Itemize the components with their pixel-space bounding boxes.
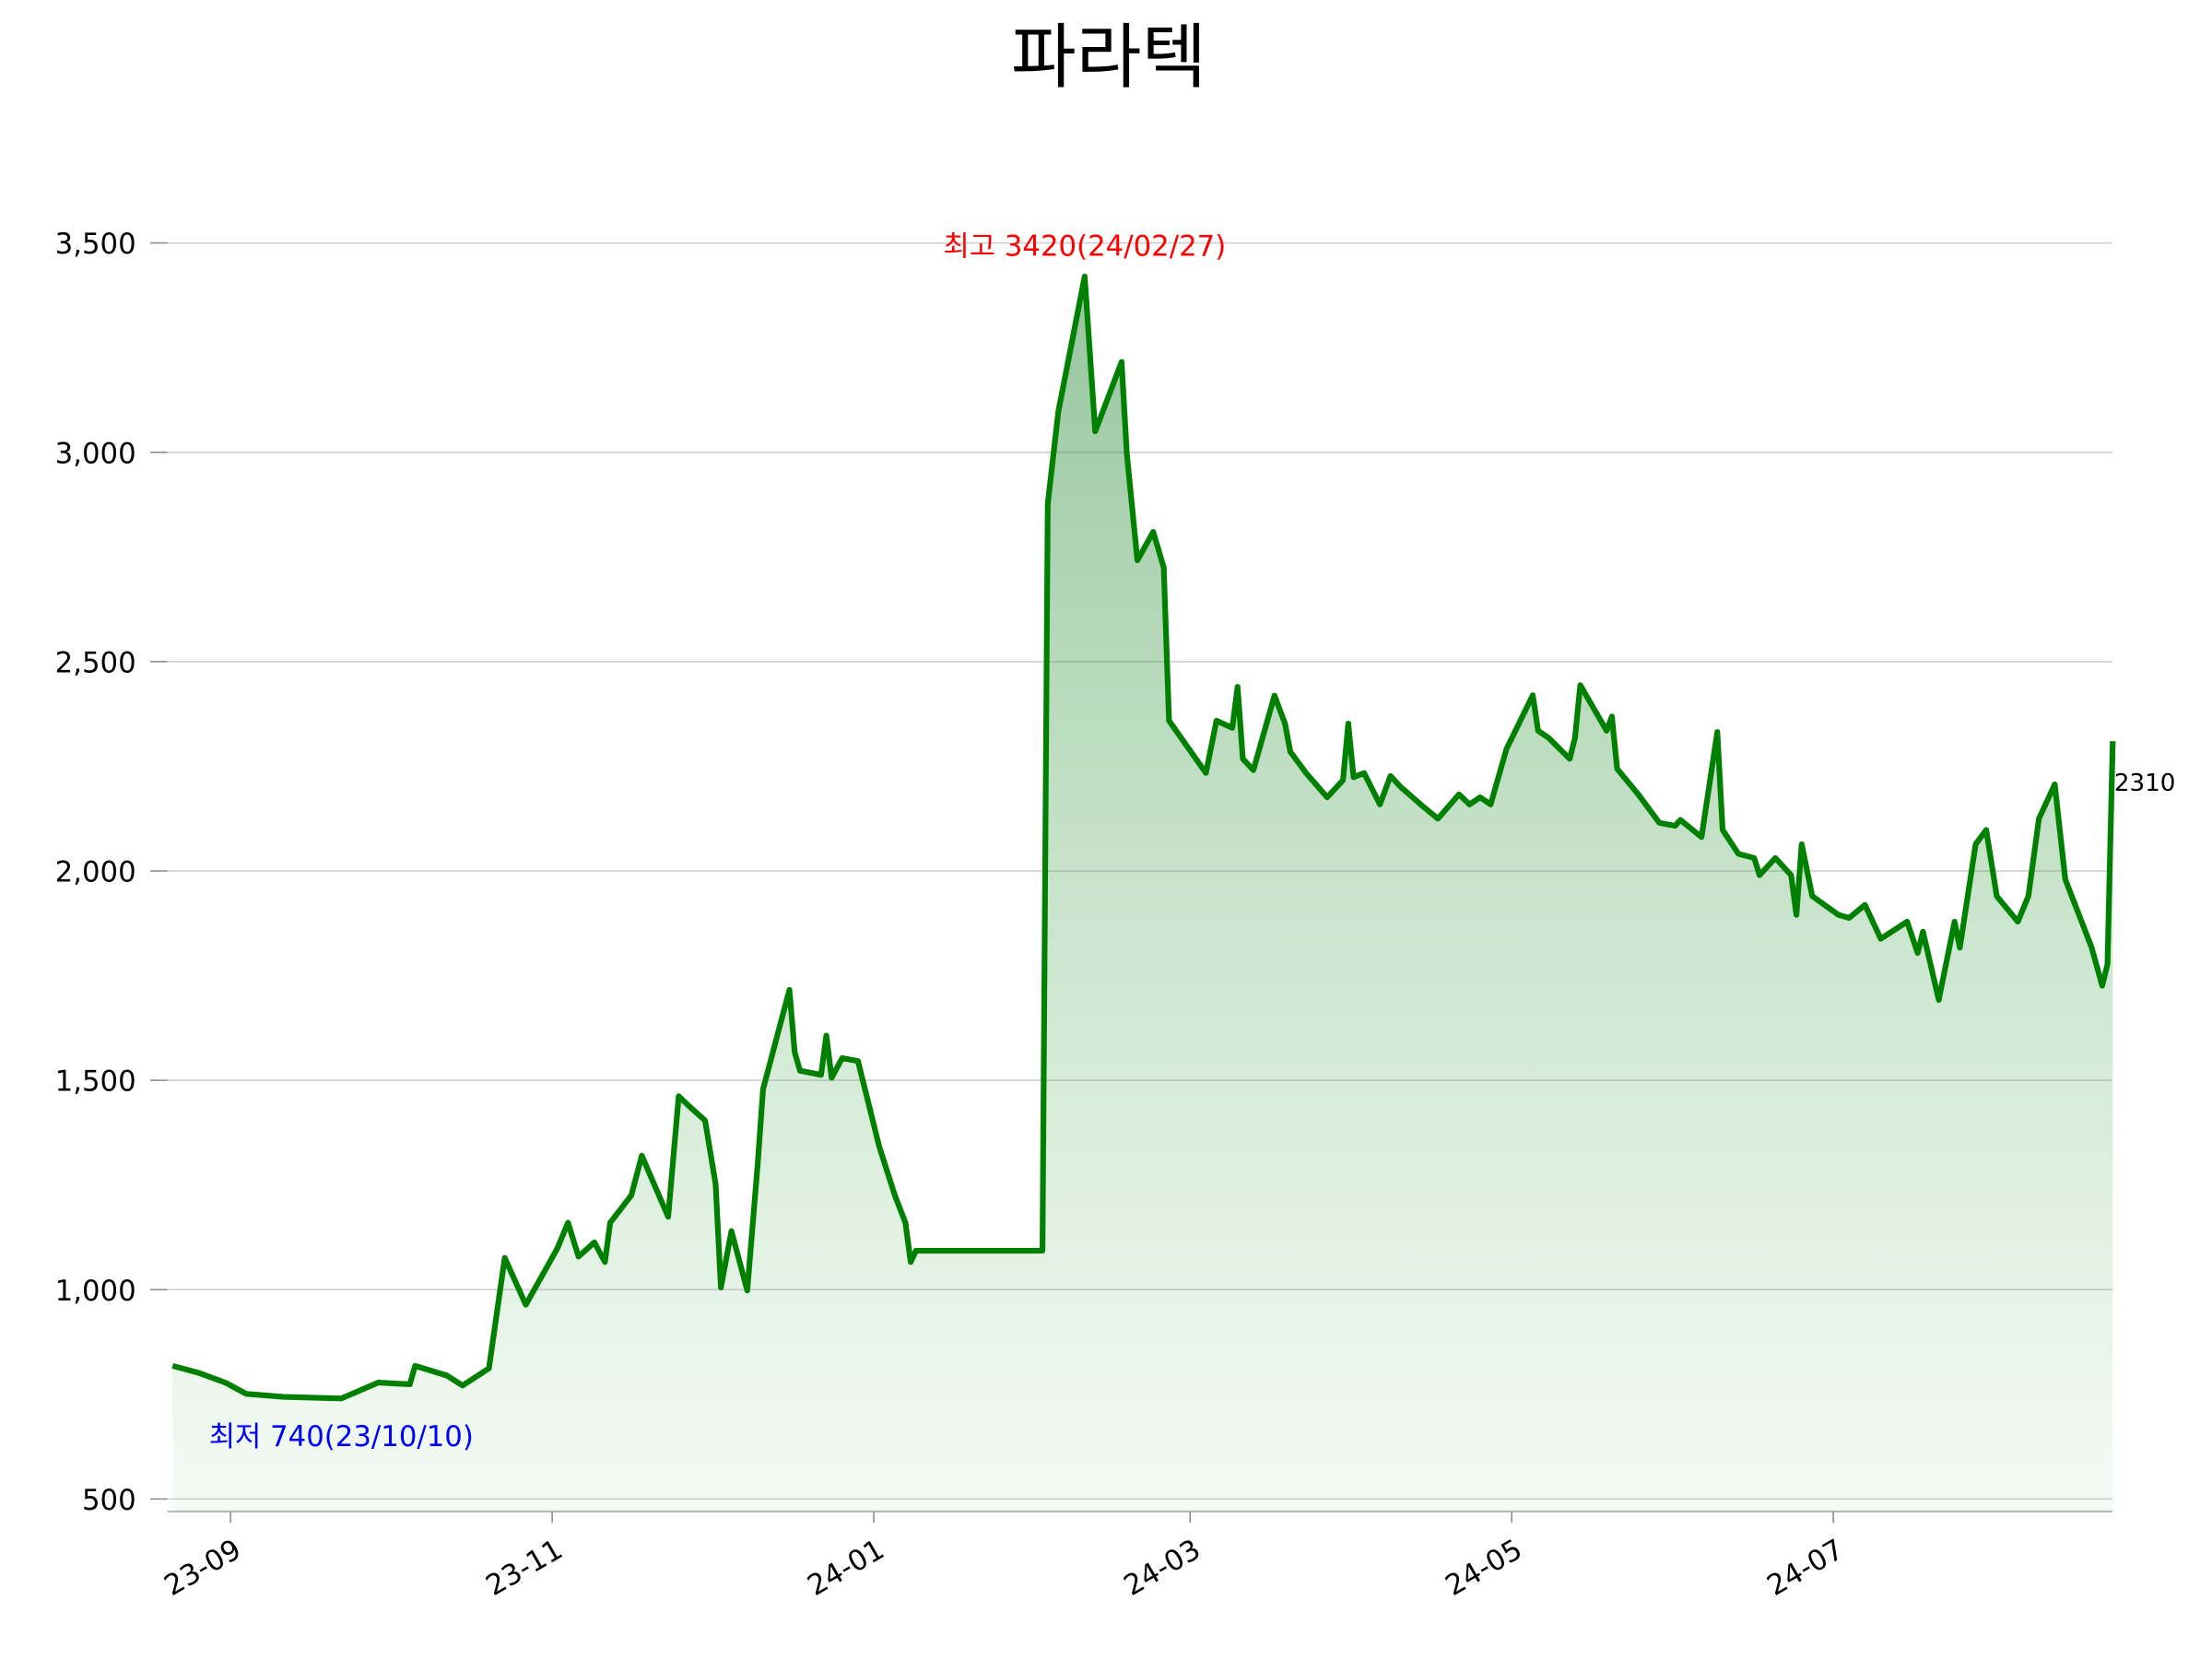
- last-value-label: 2310: [2114, 770, 2176, 797]
- price-line: [171, 273, 2116, 1402]
- min-annotation: 최저 740(23/10/10): [209, 1420, 474, 1453]
- x-tick-label: 24-01: [802, 1533, 889, 1603]
- area: [172, 276, 2113, 1512]
- y-tick-label: 2,000: [55, 856, 136, 889]
- x-tick-label: 24-05: [1440, 1533, 1527, 1603]
- x-tick-label: 24-03: [1118, 1533, 1206, 1603]
- y-tick-label: 500: [82, 1484, 136, 1517]
- y-tick-label: 1,500: [55, 1065, 136, 1099]
- x-tick-label: 23-11: [480, 1533, 568, 1603]
- max-annotation: 최고 3420(24/02/27): [944, 230, 1227, 264]
- chart-title: 파라텍: [1011, 18, 1206, 100]
- y-tick-label: 1,000: [55, 1275, 136, 1308]
- y-tick-label: 3,500: [55, 228, 136, 261]
- y-tick-label: 2,500: [55, 646, 136, 679]
- x-tick-label: 23-09: [159, 1533, 246, 1603]
- y-tick-label: 3,000: [55, 437, 136, 470]
- x-tick-label: 24-07: [1761, 1533, 1849, 1603]
